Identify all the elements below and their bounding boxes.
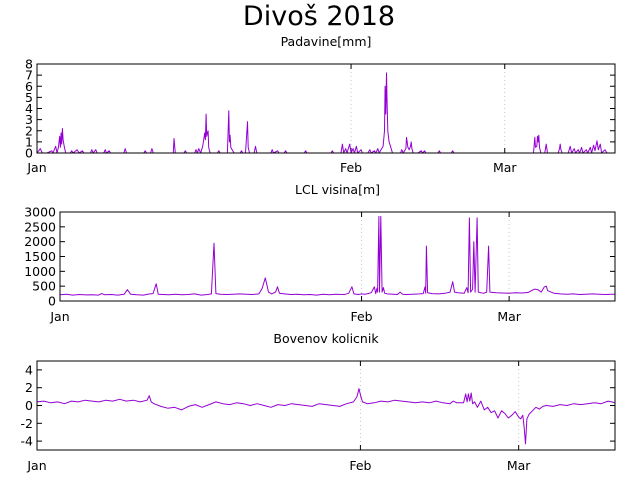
- plot-frame: [36, 63, 616, 154]
- x-tick-label: Jan: [26, 458, 46, 473]
- x-tick-label: Mar: [497, 309, 521, 324]
- x-tick-label: Jan: [26, 160, 46, 175]
- subplot-title: LCL visina[m]: [295, 182, 380, 197]
- x-tick-label: Jan: [49, 309, 69, 324]
- plot-frame: [59, 211, 616, 302]
- x-tick-label: Feb: [340, 160, 362, 175]
- y-tick-label: 1: [25, 134, 33, 149]
- y-tick-label: 500: [32, 279, 56, 294]
- y-tick-label: 2: [25, 123, 33, 138]
- y-tick-label: 2000: [24, 234, 56, 249]
- y-tick-label: 1500: [24, 249, 56, 264]
- series-line-1: [36, 72, 608, 154]
- series-line-1: [36, 388, 616, 445]
- subplot-2: LCL visina[m] Jan Feb Mar 050010001500200025…: [24, 182, 616, 324]
- y-tick-label: 4: [25, 101, 33, 116]
- y-tick-label: -2: [21, 416, 33, 431]
- series-line-1: [59, 215, 616, 296]
- y-tick-label: 1000: [24, 264, 56, 279]
- x-tick-label: Mar: [493, 160, 517, 175]
- y-tick-label: 4: [25, 362, 33, 377]
- y-tick-label: 6: [25, 79, 33, 94]
- x-tick-label: Feb: [349, 458, 371, 473]
- y-tick-label: 2500: [24, 219, 56, 234]
- x-tick-label: Feb: [350, 309, 372, 324]
- subplot-title: Padavine[mm]: [281, 34, 372, 49]
- y-tick-label: 3: [25, 112, 33, 127]
- x-tick-label: Mar: [507, 458, 531, 473]
- y-tick-label: 8: [25, 57, 33, 72]
- y-tick-label: 5: [25, 90, 33, 105]
- subplot-title: Bovenov kolicnik: [273, 331, 379, 346]
- y-tick-label: 0: [25, 398, 33, 413]
- y-tick-label: 0: [25, 146, 33, 161]
- subplot-3: Bovenov kolicnik Jan Feb Mar -4 -2 0 2 4: [21, 331, 616, 473]
- y-tick-label: 7: [25, 68, 33, 83]
- y-tick-label: -4: [21, 434, 34, 449]
- y-tick-label: 0: [48, 294, 56, 309]
- y-tick-label: 2: [25, 380, 33, 395]
- y-tick-label: 3000: [24, 205, 56, 220]
- figure-title: Divoš 2018: [243, 1, 395, 32]
- plot-frame: [36, 360, 616, 451]
